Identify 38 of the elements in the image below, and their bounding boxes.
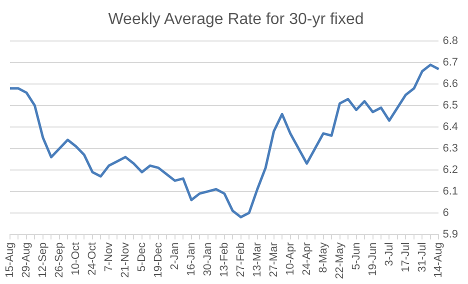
y-tick-label: 6.5 — [442, 100, 458, 112]
chart-title: Weekly Average Rate for 30-yr fixed — [108, 11, 364, 28]
y-tick-label: 6.8 — [442, 35, 458, 48]
y-tick-label: 6.6 — [442, 78, 458, 90]
x-tick-label: 19-Dec — [152, 242, 164, 278]
x-tick-label: 19-Jun — [366, 242, 379, 276]
y-tick-label: 5.9 — [442, 228, 458, 240]
y-tick-label: 6 — [442, 206, 449, 219]
x-tick-label: 15-Aug — [4, 242, 16, 278]
x-tick-label: 31-Jul — [416, 242, 428, 272]
x-tick-label: 29-Aug — [20, 242, 33, 278]
x-tick-label: 5-Jun — [350, 242, 362, 270]
x-tick-label: 5-Dec — [136, 242, 148, 272]
x-tick-label: 13-Mar — [251, 242, 264, 278]
x-tick-label: 27-Mar — [268, 242, 280, 278]
x-tick-label: 26-Sep — [54, 242, 66, 278]
x-tick-label: 10-Oct — [70, 242, 82, 276]
x-tick-label: 7-Nov — [102, 242, 115, 272]
y-tick-label: 6.2 — [442, 164, 458, 176]
x-tick-label: 14-Aug — [432, 242, 445, 278]
y-tick-label: 6.3 — [442, 142, 458, 155]
x-tick-label: 21-Nov — [119, 242, 132, 278]
x-tick-label: 13-Feb — [218, 242, 230, 278]
x-tick-label: 24-Apr — [300, 242, 313, 276]
x-tick-label: 3-Jul — [383, 242, 396, 266]
x-tick-label: 17-Jul — [400, 242, 412, 272]
x-tick-label: 24-Oct — [86, 242, 98, 276]
x-tick-label: 10-Apr — [284, 242, 296, 276]
x-tick-label: 16-Jan — [185, 242, 198, 276]
y-tick-label: 6.7 — [442, 56, 458, 69]
x-tick-label: 12-Sep — [37, 242, 50, 278]
y-tick-label: 6.1 — [442, 185, 458, 198]
x-tick-label: 22-May — [334, 242, 346, 280]
x-tick-label: 2-Jan — [168, 242, 181, 270]
x-tick-label: 8-May — [317, 242, 330, 273]
x-tick-label: 30-Jan — [202, 242, 214, 276]
y-tick-label: 6.4 — [442, 121, 458, 134]
x-tick-label: 27-Feb — [234, 242, 247, 278]
